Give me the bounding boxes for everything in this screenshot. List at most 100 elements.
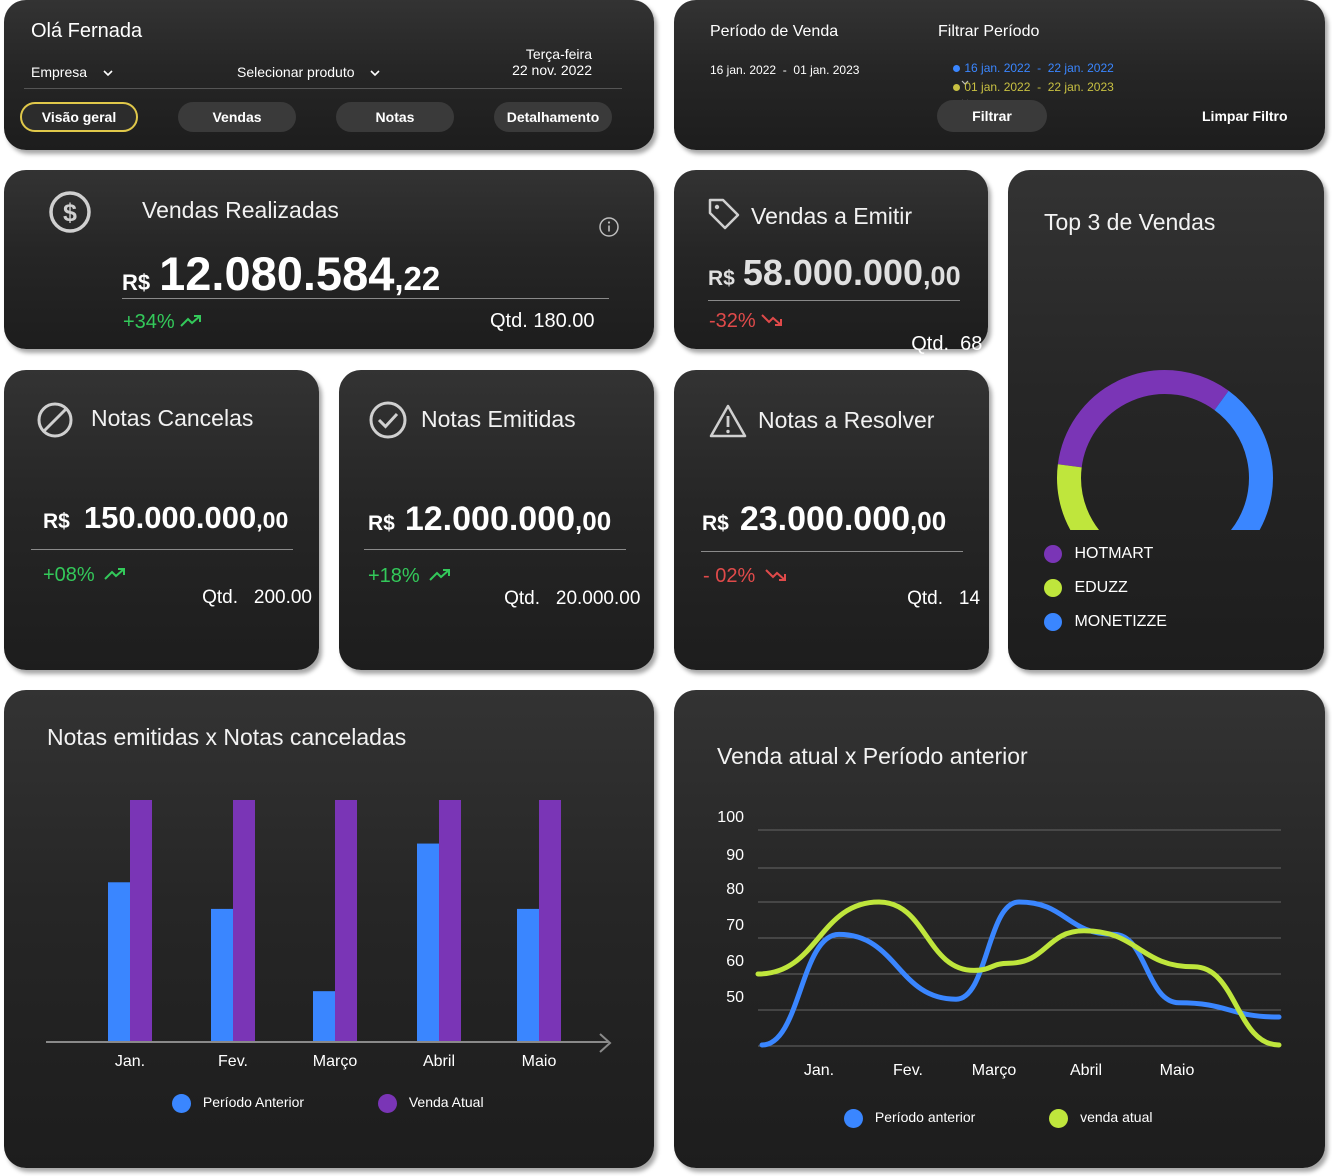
legend-label: MONETIZZE [1074, 613, 1167, 631]
info-icon[interactable] [598, 216, 620, 243]
card-divider [31, 549, 293, 550]
y-tick-label: 80 [726, 881, 744, 898]
chevron-down-icon [103, 64, 113, 80]
x-tick-label: Março [313, 1053, 358, 1070]
x-tick-label: Abril [423, 1053, 455, 1070]
amount-integer: 12.000.000 [404, 500, 576, 538]
company-select[interactable]: Empresa [31, 64, 113, 80]
x-tick-label: Abril [1070, 1062, 1102, 1079]
tab-visao-geral[interactable]: Visão geral [20, 102, 138, 132]
change-value: - 02% [703, 565, 756, 587]
legend-label: EDUZZ [1074, 579, 1128, 597]
quantity: Qtd. 200.00 [181, 565, 312, 631]
card-title: Vendas a Emitir [751, 203, 913, 229]
tab-notas[interactable]: Notas [336, 102, 454, 132]
trending-up-icon [104, 564, 126, 586]
quantity: Qtd. 14 [886, 566, 980, 632]
legend-label: Período anterior [874, 1109, 976, 1126]
amount-value: R$ 150.000.000,00 [43, 500, 288, 536]
x-tick-label: Maio [522, 1053, 557, 1070]
quantity-label: Qtd. [911, 333, 950, 355]
card-title: Vendas Realizadas [142, 197, 339, 223]
quantity-value: 14 [958, 588, 981, 609]
change-indicator: +18% [368, 565, 451, 588]
amount-integer: 12.080.584 [159, 247, 395, 300]
vendas-emitir-card: Vendas a Emitir R$ 58.000.000,00 -32% Qtd… [674, 170, 988, 355]
quantity: Qtd. 20.000.00 [483, 566, 640, 632]
legend-label: Venda Atual [408, 1094, 484, 1111]
clear-filter-button[interactable]: Limpar Filtro [1202, 108, 1288, 124]
quantity: Qtd. 180.00 [490, 310, 595, 332]
currency-symbol: R$ [708, 267, 735, 290]
change-indicator: +08% [43, 564, 126, 587]
legend-item: MONETIZZE [1044, 613, 1167, 647]
current-date: Terça-feira 22 nov. 2022 [474, 46, 592, 78]
product-select-label: Selecionar produto [237, 64, 355, 80]
sales-value: R$ 12.080.584,22 [122, 246, 440, 301]
change-indicator: +34% [123, 311, 202, 334]
period-title: Período de Venda [710, 23, 839, 40]
card-divider [708, 300, 960, 301]
y-tick-label: 70 [726, 917, 744, 934]
card-title: Notas Cancelas [91, 405, 254, 431]
amount-cents: ,00 [575, 506, 612, 536]
donut-slice-hotmart [1057, 370, 1229, 468]
blue-dot-icon [953, 65, 961, 72]
filter-range-a[interactable]: 16 jan. 2022 - 22 jan. 2022 [940, 47, 1114, 103]
filter-title: Filtrar Período [938, 23, 1040, 40]
warning-icon [708, 402, 748, 445]
notas-canceladas-card: Notas Cancelas R$ 150.000.000,00 +08% Qtd… [4, 370, 319, 670]
card-divider [364, 549, 626, 550]
tab-detalhamento[interactable]: Detalhamento [494, 102, 612, 132]
quantity-label: Qtd. [504, 588, 541, 609]
bar-periodo-anterior-1 [211, 908, 233, 1042]
legend-item: EDUZZ [1044, 579, 1167, 613]
filter-button[interactable]: Filtrar [937, 100, 1047, 132]
weekday: Terça-feira [525, 46, 592, 62]
legend-item: HOTMART [1044, 545, 1167, 579]
trending-down-icon [765, 565, 787, 587]
legend-dot-icon [172, 1094, 191, 1113]
product-select[interactable]: Selecionar produto [237, 64, 380, 80]
bar-venda-atual-0 [130, 800, 152, 1042]
bar-periodo-anterior-2 [313, 991, 335, 1042]
notas-resolver-card: Notas a Resolver R$ 23.000.000,00 - 02% Q… [674, 370, 989, 670]
x-tick-label: Maio [1160, 1062, 1195, 1079]
x-tick-label: Fev. [893, 1062, 923, 1079]
line-chart-card: Venda atual x Período anterior 100 90 80 70… [674, 690, 1325, 1168]
amount-cents: ,22 [394, 260, 441, 297]
tag-icon [706, 196, 742, 237]
legend-dot-icon [1049, 1109, 1069, 1128]
period-range: 16 jan. 2022 - 01 jan. 2023 [710, 63, 860, 77]
currency-symbol: R$ [368, 512, 395, 535]
legend-dot-icon [844, 1109, 863, 1128]
vendas-realizadas-card: $ Vendas Realizadas R$ 12.080.584,22 +34%… [4, 170, 654, 349]
donut-slice-monetizze [1214, 390, 1273, 530]
change-indicator: - 02% [703, 565, 787, 588]
quantity: Qtd. 68 [889, 310, 982, 379]
legend-label: Período Anterior [202, 1094, 305, 1111]
date: 22 nov. 2022 [512, 62, 592, 78]
chevron-down-icon [961, 75, 969, 89]
top3-card: Top 3 de Vendas HOTMART EDUZZ MONETIZZE [1008, 170, 1324, 670]
sales-value: R$ 58.000.000,00 [708, 252, 961, 294]
quantity-value: 200.00 [253, 587, 312, 608]
amount-cents: ,00 [910, 506, 947, 536]
legend-label: venda atual [1080, 1109, 1153, 1126]
change-value: -32% [709, 310, 756, 332]
amount-integer: 23.000.000 [739, 500, 911, 538]
change-indicator: -32% [709, 310, 783, 333]
quantity-label: Qtd. [202, 587, 239, 608]
card-divider [701, 551, 963, 552]
legend-dot-icon [1044, 579, 1062, 597]
x-tick-label: Fev. [218, 1053, 248, 1070]
legend-dot-icon [377, 1094, 397, 1113]
bar-chart: Jan. Fev. Março Abril Maio [46, 800, 612, 1070]
tab-vendas[interactable]: Vendas [178, 102, 296, 132]
chevron-down-icon [370, 64, 380, 80]
dollar-icon: $ [48, 190, 92, 239]
line-chart: 100 90 80 70 60 50 Jan. Fev. Março Abril Maio [717, 809, 1282, 1079]
card-title: Top 3 de Vendas [1044, 209, 1216, 235]
series-line-venda-atual [755, 899, 1282, 1048]
donut-chart [1057, 370, 1273, 530]
